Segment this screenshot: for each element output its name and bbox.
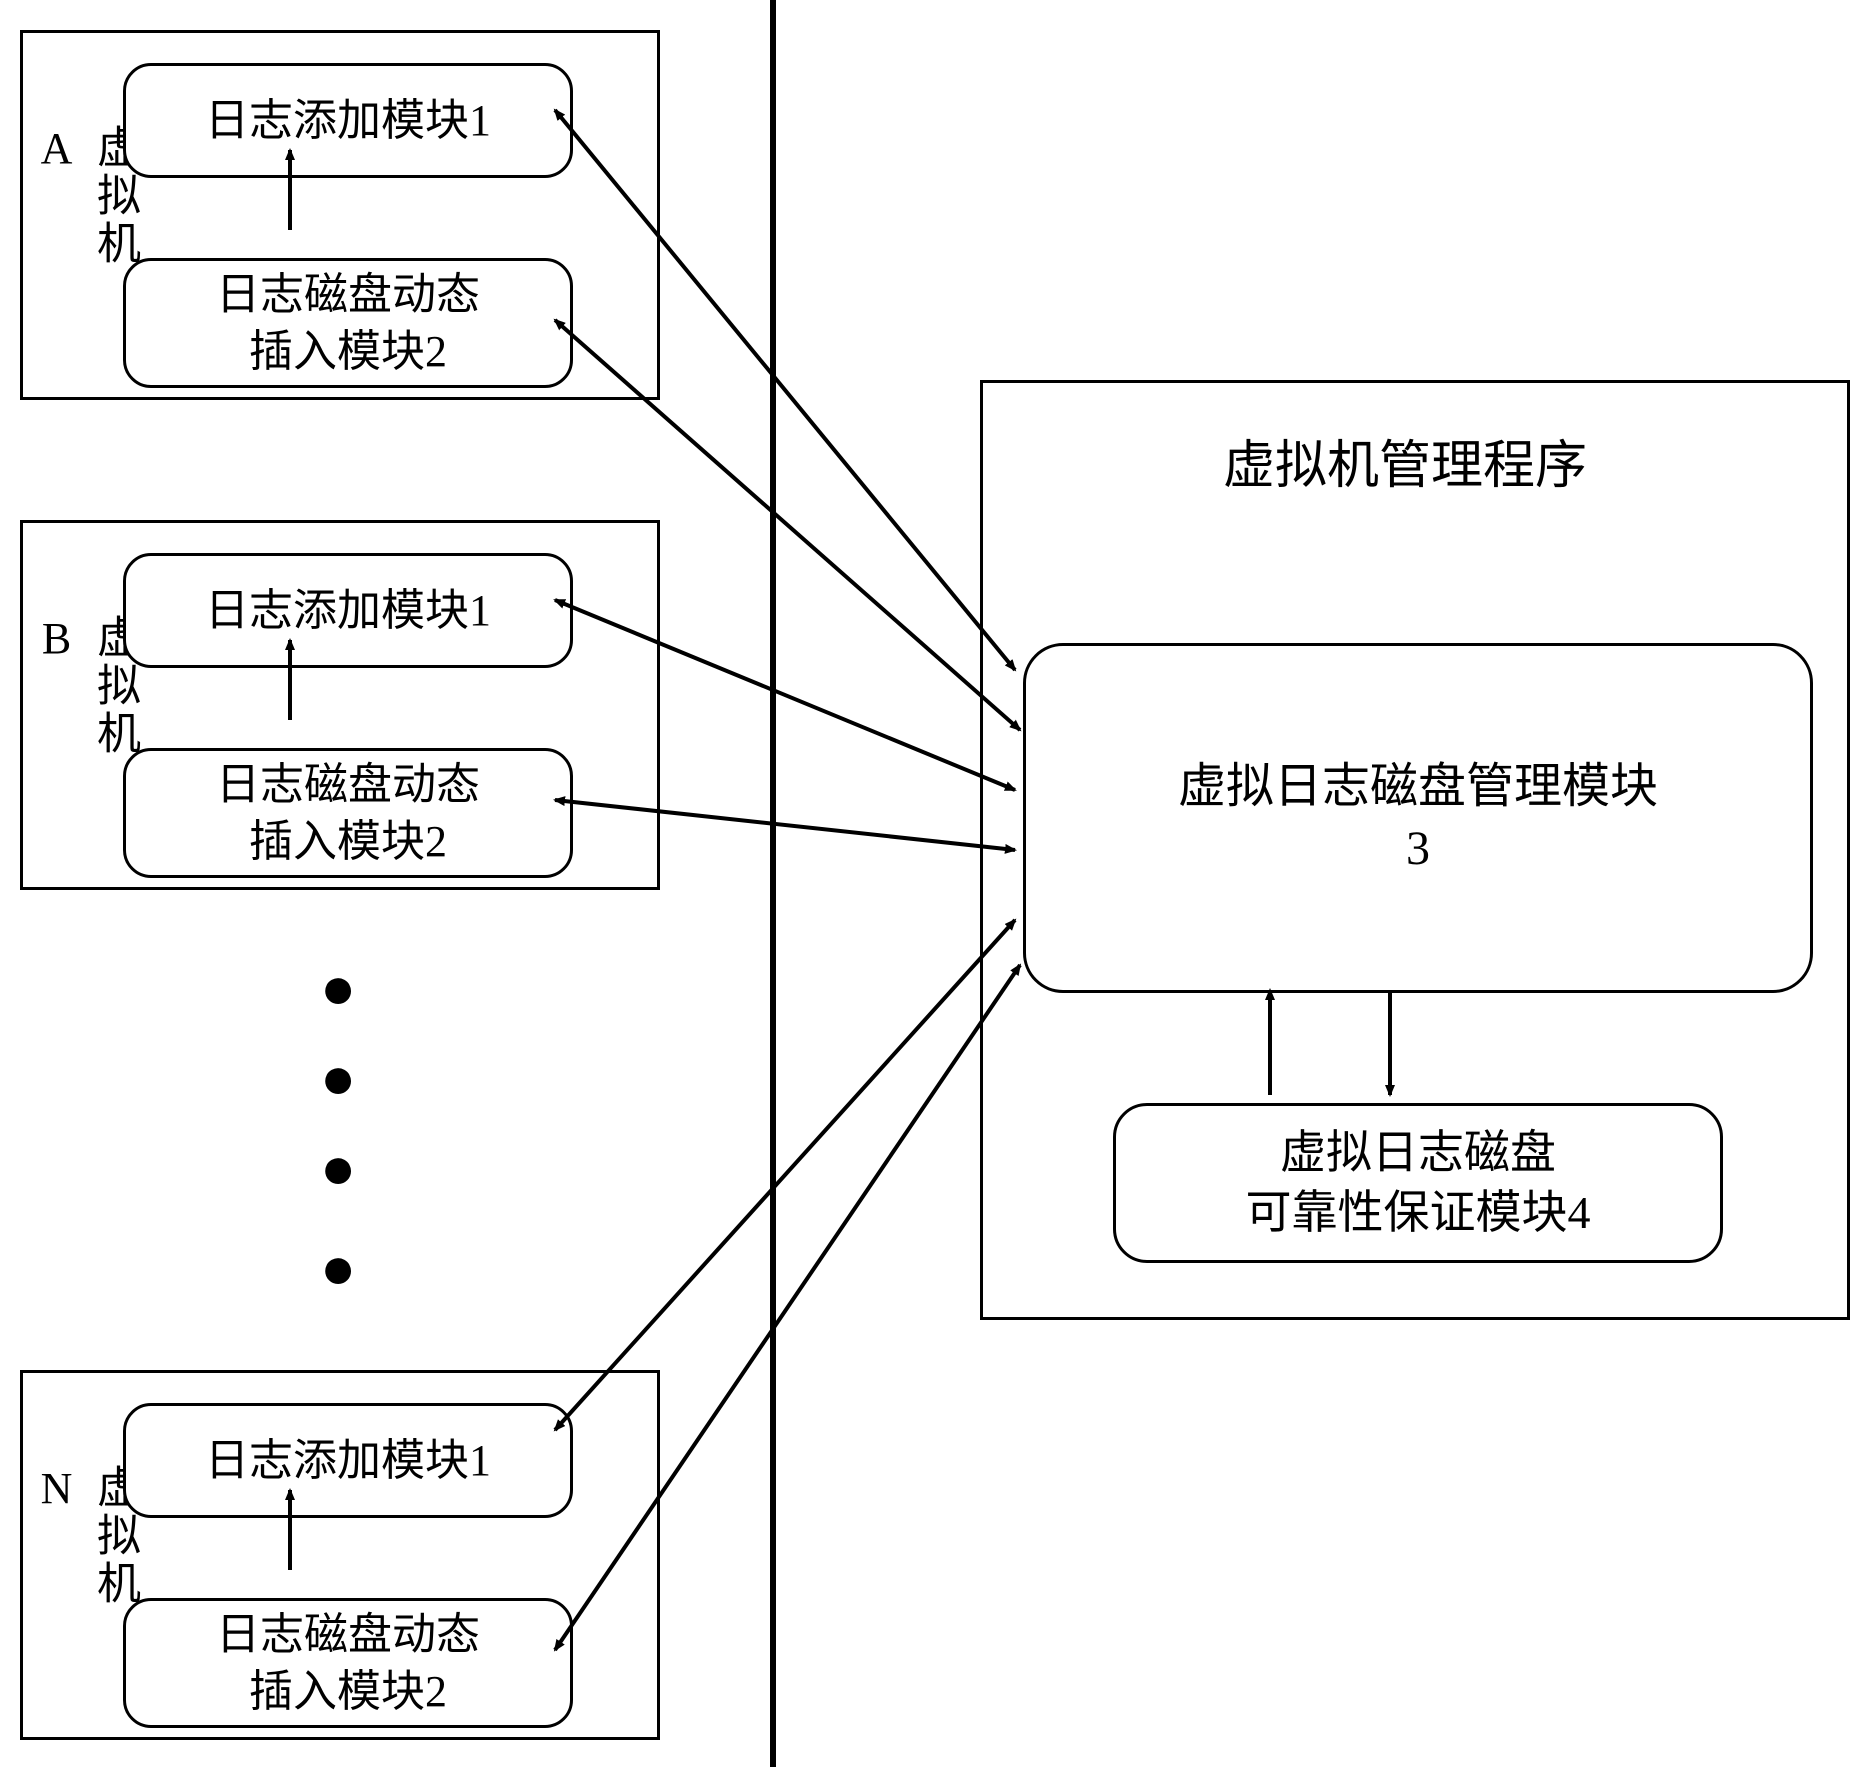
vertical-divider xyxy=(770,0,776,1767)
disk-insert-module-a: 日志磁盘动态 插入模块2 xyxy=(123,258,573,388)
disk-insert-label-n: 日志磁盘动态 插入模块2 xyxy=(216,1606,480,1720)
hypervisor-title: 虚拟机管理程序 xyxy=(1223,423,1587,498)
log-add-module-a: 日志添加模块1 xyxy=(123,63,573,178)
reliability-module: 虚拟日志磁盘 可靠性保证模块4 xyxy=(1113,1103,1723,1263)
ellipsis-dot-2: ● xyxy=(320,1060,356,1096)
ellipsis-dot-4: ● xyxy=(320,1250,356,1286)
hypervisor-box: 虚拟机管理程序 虚拟日志磁盘管理模块 3 虚拟日志磁盘 可靠性保证模块4 xyxy=(980,380,1850,1320)
log-add-label-a: 日志添加模块1 xyxy=(205,92,491,149)
disk-insert-label-b: 日志磁盘动态 插入模块2 xyxy=(216,756,480,870)
vm-box-n: 虚拟机N 日志添加模块1 日志磁盘动态 插入模块2 xyxy=(20,1370,660,1740)
ellipsis-dot-1: ● xyxy=(320,970,356,1006)
ellipsis-dot-3: ● xyxy=(320,1150,356,1186)
log-add-module-n: 日志添加模块1 xyxy=(123,1403,573,1518)
log-add-label-b: 日志添加模块1 xyxy=(205,582,491,639)
disk-mgmt-label: 虚拟日志磁盘管理模块 3 xyxy=(1178,756,1658,881)
disk-insert-module-b: 日志磁盘动态 插入模块2 xyxy=(123,748,573,878)
disk-insert-label-a: 日志磁盘动态 插入模块2 xyxy=(216,266,480,380)
vm-box-a: 虚拟机A 日志添加模块1 日志磁盘动态 插入模块2 xyxy=(20,30,660,400)
vm-box-b: 虚拟机B 日志添加模块1 日志磁盘动态 插入模块2 xyxy=(20,520,660,890)
log-add-module-b: 日志添加模块1 xyxy=(123,553,573,668)
disk-mgmt-module: 虚拟日志磁盘管理模块 3 xyxy=(1023,643,1813,993)
reliability-label: 虚拟日志磁盘 可靠性保证模块4 xyxy=(1246,1123,1591,1243)
disk-insert-module-n: 日志磁盘动态 插入模块2 xyxy=(123,1598,573,1728)
log-add-label-n: 日志添加模块1 xyxy=(205,1432,491,1489)
